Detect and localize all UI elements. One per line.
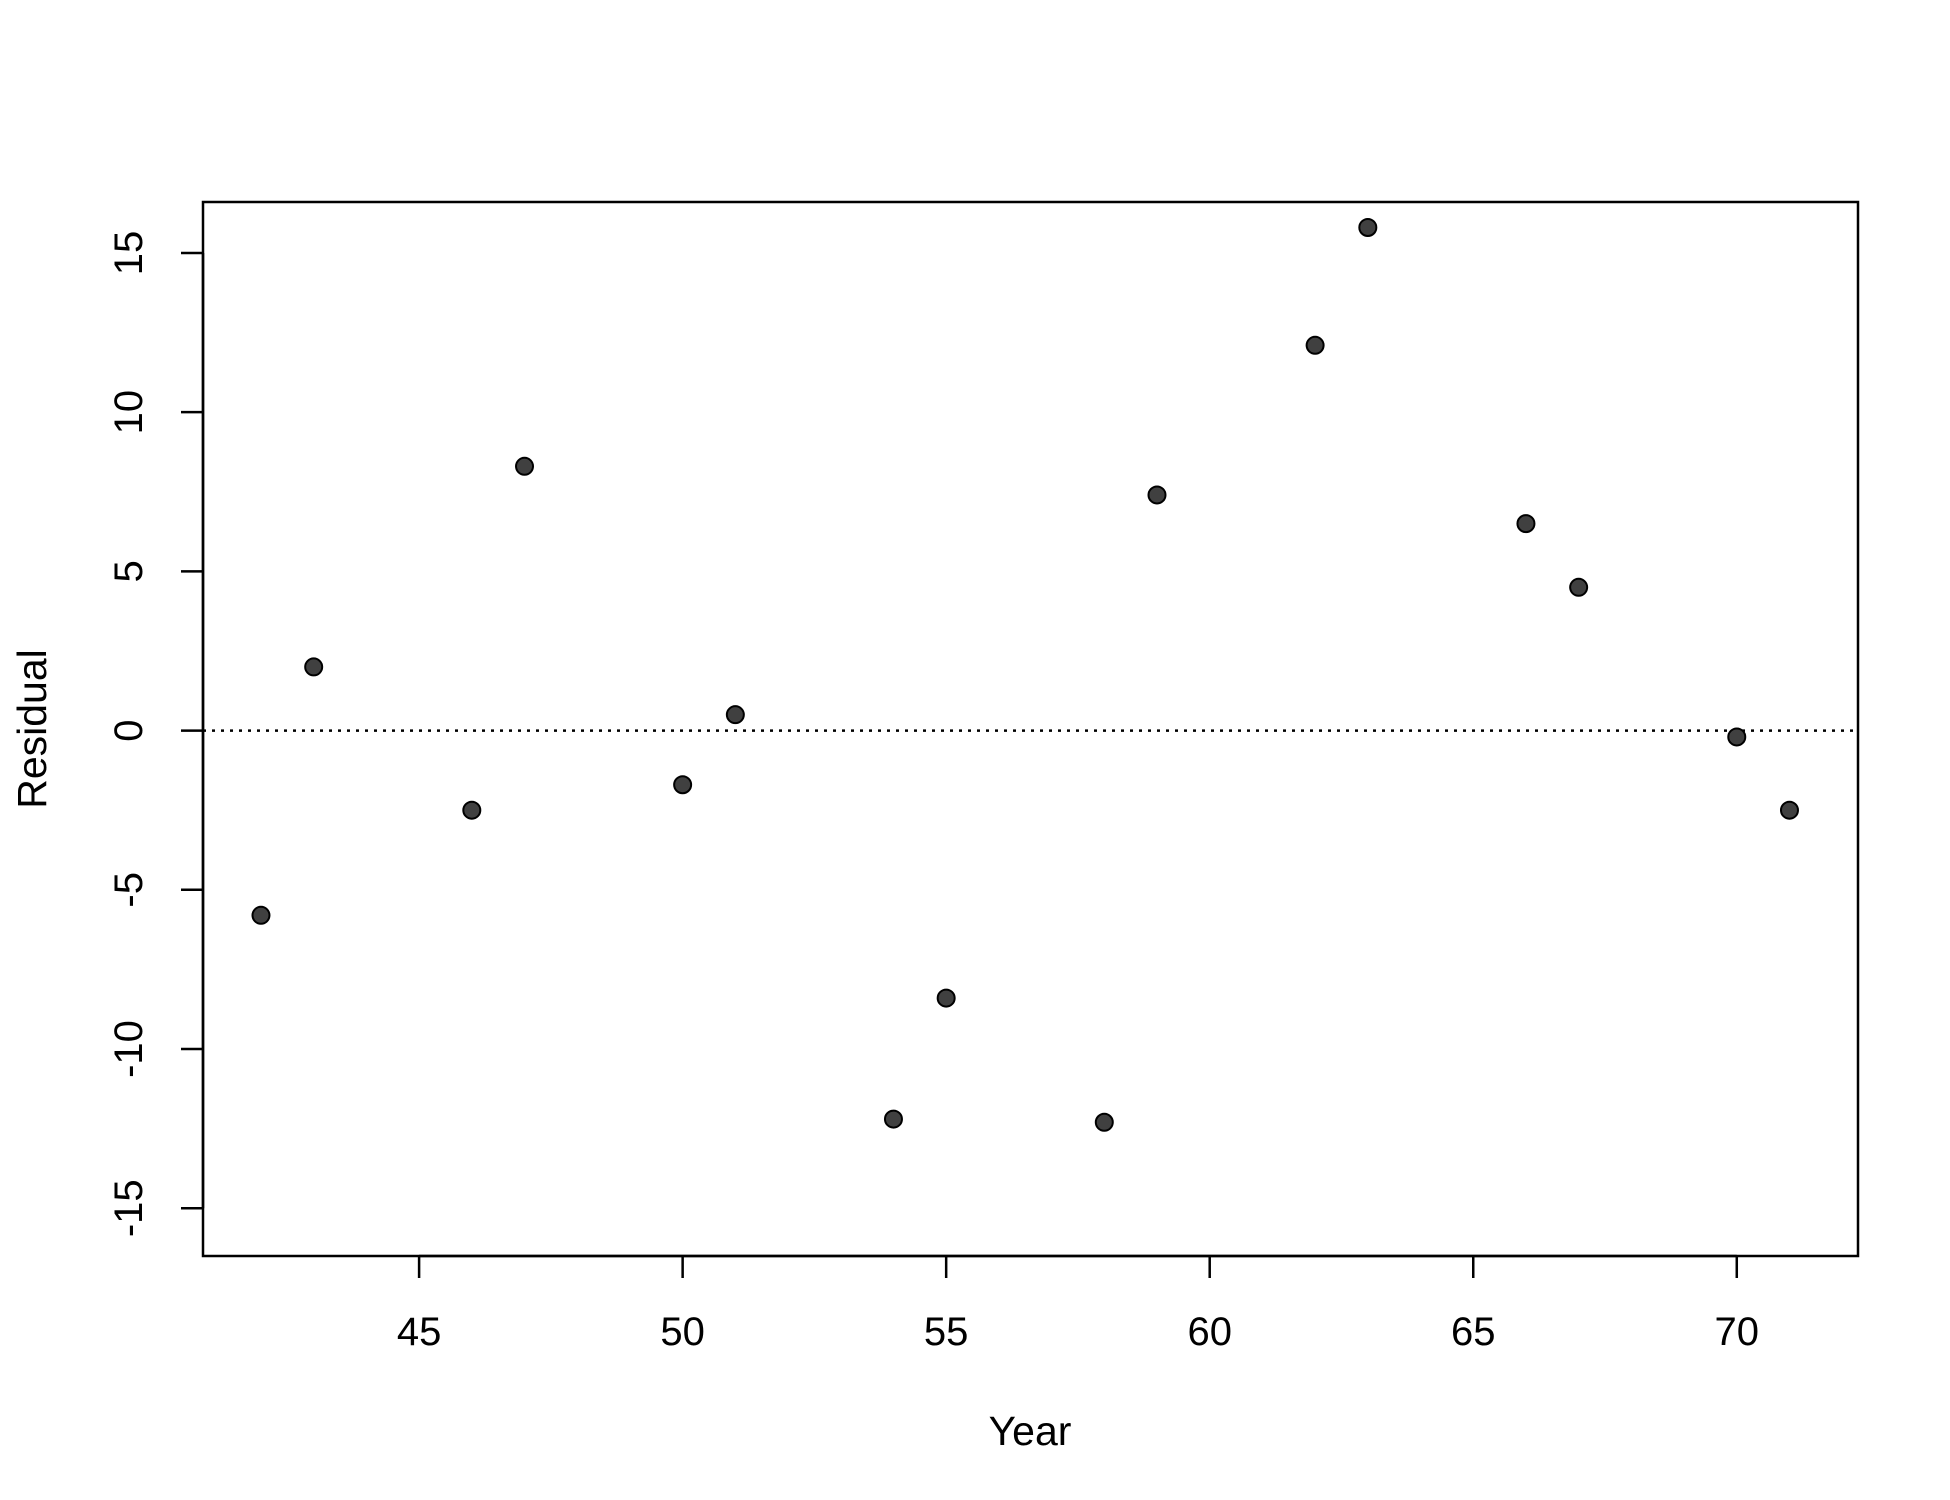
data-point: [936, 988, 956, 1008]
data-point: [883, 1109, 903, 1129]
data-point: [1147, 485, 1167, 505]
y-tick-label: -10: [107, 1020, 151, 1078]
y-axis-title: Residual: [9, 649, 55, 809]
x-axis: 45 50 55 60 65 70: [397, 1254, 1760, 1354]
y-tick-label: 15: [107, 231, 151, 276]
data-point: [1727, 727, 1747, 747]
x-tick-label: 55: [924, 1310, 969, 1354]
data-point: [1516, 514, 1536, 534]
data-point: [304, 657, 324, 677]
x-tick-label: 50: [660, 1310, 705, 1354]
x-tick-label: 45: [397, 1310, 442, 1354]
y-tick-label: 0: [107, 719, 151, 741]
x-tick-label: 65: [1451, 1310, 1496, 1354]
y-tick-label: 10: [107, 390, 151, 435]
data-point: [725, 705, 745, 725]
data-point: [1305, 335, 1325, 355]
data-point: [1779, 800, 1799, 820]
data-point: [1094, 1112, 1114, 1132]
data-point: [462, 800, 482, 820]
data-point: [1358, 217, 1378, 237]
y-tick-label: -5: [107, 872, 151, 908]
x-tick-label: 60: [1187, 1310, 1232, 1354]
data-point: [673, 775, 693, 795]
data-point: [515, 456, 535, 476]
x-tick-label: 70: [1715, 1310, 1760, 1354]
y-axis: -15 -10 -5 0 5 10 15: [107, 231, 205, 1237]
data-points: [251, 217, 1799, 1132]
x-axis-title: Year: [989, 1408, 1072, 1454]
data-point: [251, 905, 271, 925]
data-point: [1569, 577, 1589, 597]
plot-frame: [201, 200, 1860, 1258]
y-tick-label: -15: [107, 1179, 151, 1237]
y-tick-label: 5: [107, 560, 151, 582]
